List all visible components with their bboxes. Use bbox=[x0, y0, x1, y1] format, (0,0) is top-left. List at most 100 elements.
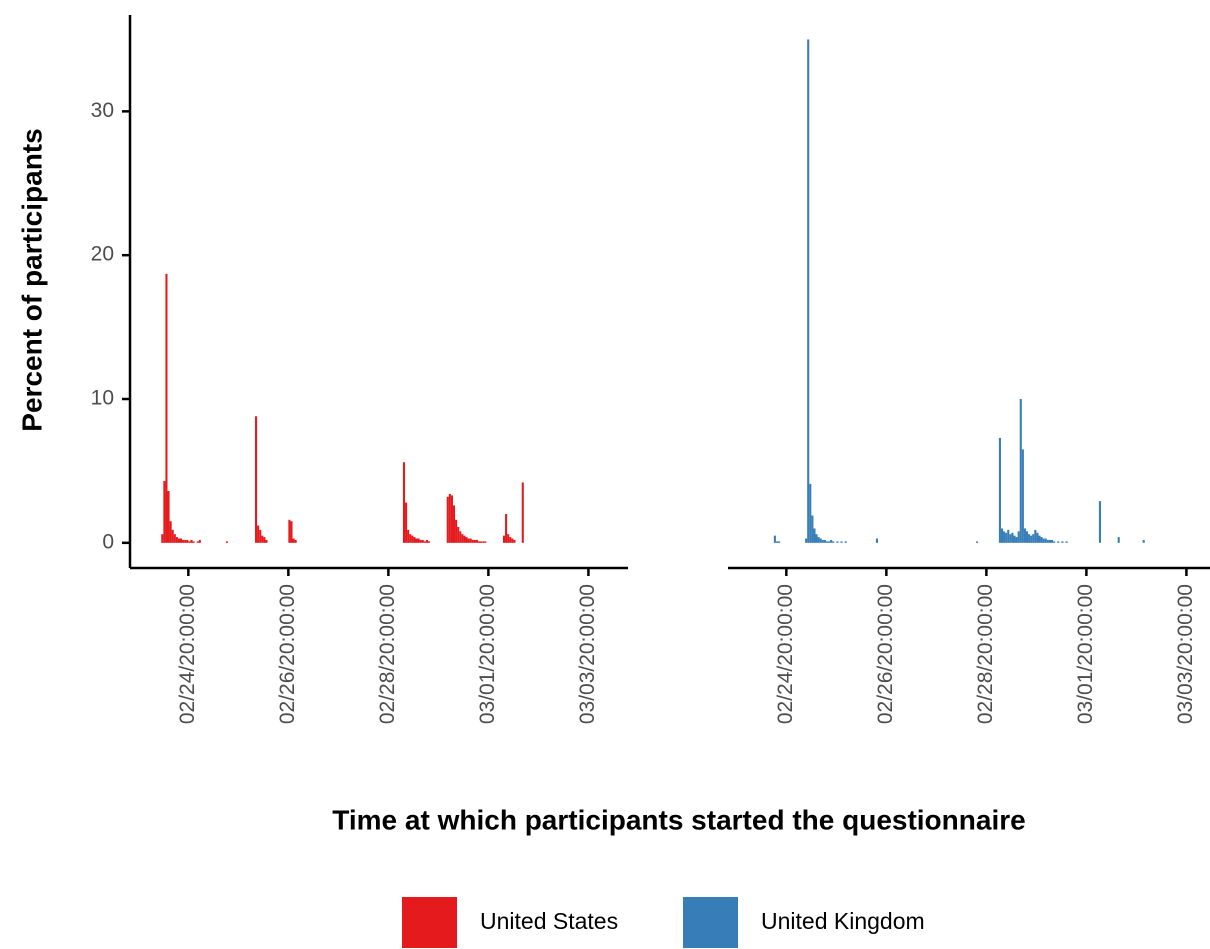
bar bbox=[1019, 399, 1022, 543]
y-axis-title: Percent of participants bbox=[16, 128, 47, 431]
bar bbox=[471, 539, 474, 543]
bar bbox=[409, 534, 412, 543]
bar bbox=[255, 416, 258, 543]
bar bbox=[1098, 501, 1101, 543]
bar bbox=[177, 538, 181, 543]
bar bbox=[402, 462, 406, 543]
bar bbox=[169, 521, 172, 543]
x-tick-label: 03/01/20:00:00 bbox=[476, 584, 499, 724]
bar bbox=[809, 483, 812, 543]
y-tick-label: 10 bbox=[91, 387, 114, 410]
bar bbox=[190, 539, 193, 543]
bar bbox=[998, 437, 1001, 543]
legend-swatch bbox=[683, 897, 738, 948]
bar bbox=[419, 539, 422, 543]
bar bbox=[175, 537, 178, 543]
bar bbox=[511, 538, 514, 543]
bar bbox=[1011, 532, 1014, 543]
bar bbox=[475, 539, 478, 543]
bar bbox=[836, 541, 839, 543]
bar bbox=[1032, 534, 1035, 543]
bar bbox=[477, 541, 481, 543]
bar bbox=[1015, 537, 1018, 543]
x-tick-label: 02/26/20:00:00 bbox=[874, 584, 897, 724]
bar bbox=[484, 541, 487, 543]
bar bbox=[294, 539, 297, 543]
x-tick-label: 02/26/20:00:00 bbox=[276, 584, 299, 724]
bar bbox=[423, 541, 426, 543]
bar bbox=[813, 528, 816, 543]
bar bbox=[225, 541, 228, 543]
x-tick-label: 03/01/20:00:00 bbox=[1074, 584, 1097, 724]
bar bbox=[778, 541, 781, 543]
bar bbox=[482, 541, 485, 543]
legend-label: United States bbox=[480, 908, 618, 934]
bar bbox=[807, 39, 810, 543]
bar bbox=[450, 495, 453, 543]
bar bbox=[188, 541, 191, 543]
bar bbox=[507, 534, 510, 543]
bar bbox=[1065, 541, 1068, 543]
x-tick-label: 03/03/20:00:00 bbox=[1174, 584, 1197, 724]
legend-label: United Kingdom bbox=[761, 908, 925, 934]
bar bbox=[261, 535, 264, 543]
bar bbox=[1021, 449, 1024, 543]
bar bbox=[513, 539, 516, 543]
x-tick-label: 02/28/20:00:00 bbox=[376, 584, 399, 724]
bar bbox=[1042, 538, 1045, 543]
bar bbox=[184, 539, 187, 543]
bar bbox=[1030, 535, 1033, 543]
bar bbox=[1142, 539, 1145, 543]
bar bbox=[1046, 539, 1049, 543]
bar bbox=[448, 493, 451, 543]
bar bbox=[1009, 534, 1012, 543]
bar bbox=[469, 538, 472, 543]
bar bbox=[1034, 529, 1037, 543]
bar bbox=[1003, 531, 1006, 543]
bar bbox=[186, 539, 189, 543]
bar bbox=[875, 538, 879, 543]
bar bbox=[288, 519, 291, 543]
bar bbox=[167, 491, 170, 543]
bar bbox=[1007, 529, 1010, 543]
bar bbox=[452, 505, 456, 543]
y-tick-label: 30 bbox=[91, 99, 114, 122]
bar bbox=[775, 541, 779, 543]
bar bbox=[180, 538, 183, 543]
bar bbox=[1013, 535, 1016, 543]
bar bbox=[1061, 541, 1064, 543]
bar bbox=[832, 541, 835, 543]
bar bbox=[817, 537, 820, 543]
y-tick-label: 20 bbox=[91, 243, 114, 266]
bar bbox=[161, 534, 164, 543]
bar bbox=[173, 534, 176, 543]
bar bbox=[163, 480, 166, 543]
bar bbox=[840, 541, 843, 543]
bar bbox=[413, 537, 416, 543]
bar bbox=[1053, 541, 1056, 543]
bar bbox=[1017, 531, 1020, 543]
bar bbox=[480, 541, 483, 543]
bar bbox=[844, 541, 847, 543]
bar bbox=[1000, 528, 1004, 543]
bar bbox=[502, 535, 506, 543]
bar bbox=[509, 537, 512, 543]
bar bbox=[1036, 532, 1039, 543]
bar bbox=[1117, 537, 1120, 543]
bar bbox=[259, 529, 262, 543]
x-tick-label: 02/24/20:00:00 bbox=[774, 584, 797, 724]
bar bbox=[815, 534, 818, 543]
bar bbox=[467, 538, 470, 543]
bar bbox=[1038, 535, 1041, 543]
bar bbox=[1048, 539, 1051, 543]
bar bbox=[265, 539, 268, 543]
bar bbox=[828, 541, 831, 543]
bar bbox=[1028, 534, 1031, 543]
bar bbox=[407, 529, 410, 543]
bar bbox=[830, 539, 833, 543]
bar bbox=[975, 541, 979, 543]
bar bbox=[446, 496, 449, 543]
bar bbox=[411, 535, 414, 543]
bar bbox=[821, 539, 824, 543]
